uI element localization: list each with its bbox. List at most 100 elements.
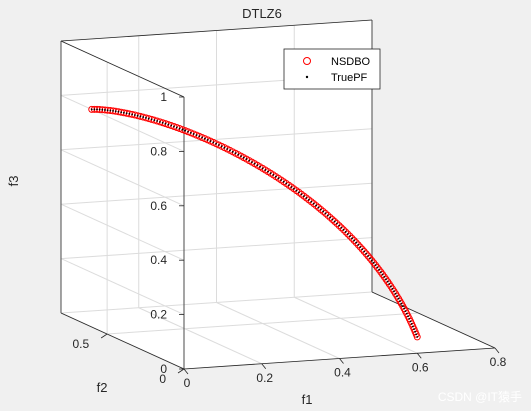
truepf-point bbox=[159, 120, 161, 123]
nsdbo-point bbox=[352, 239, 360, 247]
truepf-point bbox=[187, 130, 189, 133]
grid-line bbox=[60, 203, 185, 261]
x-tick-mark bbox=[494, 347, 500, 354]
truepf-point bbox=[351, 237, 353, 240]
nsdbo-point bbox=[340, 226, 348, 234]
truepf-point bbox=[319, 208, 322, 211]
truepf-point bbox=[372, 261, 375, 264]
truepf-point bbox=[201, 136, 203, 139]
truepf-point bbox=[411, 325, 414, 328]
nsdbo-point bbox=[326, 213, 334, 221]
truepf-point bbox=[401, 305, 404, 308]
truepf-point bbox=[394, 292, 397, 295]
truepf-point bbox=[93, 108, 96, 111]
box-edge bbox=[60, 40, 185, 98]
truepf-point bbox=[365, 252, 368, 255]
truepf-point bbox=[386, 280, 389, 283]
truepf-point bbox=[355, 241, 358, 244]
y-axis-label: f2 bbox=[97, 380, 108, 395]
truepf-point bbox=[322, 210, 325, 213]
truepf-point bbox=[416, 336, 419, 338]
truepf-point bbox=[215, 142, 217, 145]
truepf-point bbox=[125, 112, 128, 115]
truepf-point bbox=[391, 287, 394, 290]
truepf-point bbox=[359, 246, 362, 248]
y-tick-label: 0 bbox=[159, 372, 166, 386]
x-tick-mark bbox=[339, 358, 344, 364]
nsdbo-point bbox=[413, 333, 421, 341]
box-edge bbox=[60, 19, 373, 42]
truepf-point bbox=[192, 133, 195, 135]
grid-line bbox=[60, 258, 185, 316]
truepf-point bbox=[139, 115, 142, 118]
truepf-point bbox=[173, 125, 175, 128]
truepf-point bbox=[300, 193, 303, 196]
z-tick-label: 0.8 bbox=[150, 144, 167, 158]
y-tick-mark bbox=[100, 333, 108, 339]
truepf-point bbox=[287, 184, 290, 187]
truepf-point bbox=[400, 302, 403, 305]
truepf-point bbox=[150, 118, 153, 121]
truepf-point bbox=[397, 297, 400, 300]
truepf-point bbox=[381, 273, 384, 276]
truepf-point bbox=[280, 179, 283, 181]
truepf-point bbox=[329, 216, 332, 219]
truepf-point bbox=[220, 145, 223, 148]
truepf-point bbox=[145, 116, 147, 119]
truepf-point bbox=[231, 150, 234, 153]
truepf-point bbox=[413, 328, 415, 330]
truepf-point bbox=[415, 333, 418, 336]
truepf-point bbox=[324, 212, 327, 215]
truepf-point bbox=[361, 248, 364, 251]
truepf-point bbox=[338, 224, 341, 227]
nsdbo-point bbox=[342, 228, 350, 236]
truepf-point bbox=[104, 109, 106, 111]
truepf-point bbox=[305, 197, 308, 199]
nsdbo-point bbox=[368, 257, 376, 265]
truepf-point bbox=[399, 300, 401, 303]
x-tick-mark bbox=[416, 353, 422, 359]
y-tick-mark bbox=[177, 368, 185, 374]
truepf-point bbox=[353, 239, 356, 242]
truepf-point bbox=[403, 307, 406, 310]
truepf-point bbox=[326, 214, 329, 217]
truepf-point bbox=[357, 243, 360, 246]
x-tick-label: 0 bbox=[184, 376, 191, 390]
nsdbo-point bbox=[358, 245, 366, 253]
nsdbo-point bbox=[322, 209, 330, 217]
nsdbo-point bbox=[331, 218, 339, 226]
z-axis-label: f3 bbox=[6, 176, 21, 187]
grid-line bbox=[60, 94, 185, 152]
truepf-point bbox=[405, 312, 408, 315]
truepf-point bbox=[277, 177, 280, 180]
truepf-point bbox=[167, 123, 170, 126]
truepf-point bbox=[369, 257, 371, 260]
truepf-point bbox=[237, 153, 240, 156]
truepf-point bbox=[336, 222, 338, 225]
legend-label-nsdbo: NSDBO bbox=[331, 56, 371, 68]
truepf-point bbox=[349, 235, 351, 238]
axis-lines bbox=[60, 19, 496, 370]
truepf-point bbox=[223, 146, 226, 149]
nsdbo-point bbox=[348, 234, 356, 242]
nsdbo-point bbox=[324, 211, 332, 219]
truepf-point bbox=[226, 148, 229, 150]
truepf-point bbox=[206, 139, 209, 141]
truepf-point bbox=[112, 110, 114, 112]
y-axis-line bbox=[60, 312, 185, 370]
truepf-point bbox=[331, 218, 334, 221]
nsdbo-point bbox=[350, 236, 358, 244]
truepf-point bbox=[370, 259, 373, 262]
truepf-point bbox=[376, 266, 379, 269]
truepf-point bbox=[259, 165, 261, 168]
watermark: CSDN @IT猿手 bbox=[438, 389, 522, 404]
truepf-point bbox=[261, 167, 264, 170]
truepf-point bbox=[161, 121, 164, 124]
truepf-point bbox=[96, 108, 98, 111]
nsdbo-point bbox=[333, 220, 341, 228]
z-tick-label: 0 bbox=[160, 362, 167, 376]
truepf-point bbox=[342, 228, 345, 231]
truepf-point bbox=[245, 158, 248, 160]
grid-line bbox=[216, 302, 340, 359]
legend-box bbox=[283, 48, 381, 90]
